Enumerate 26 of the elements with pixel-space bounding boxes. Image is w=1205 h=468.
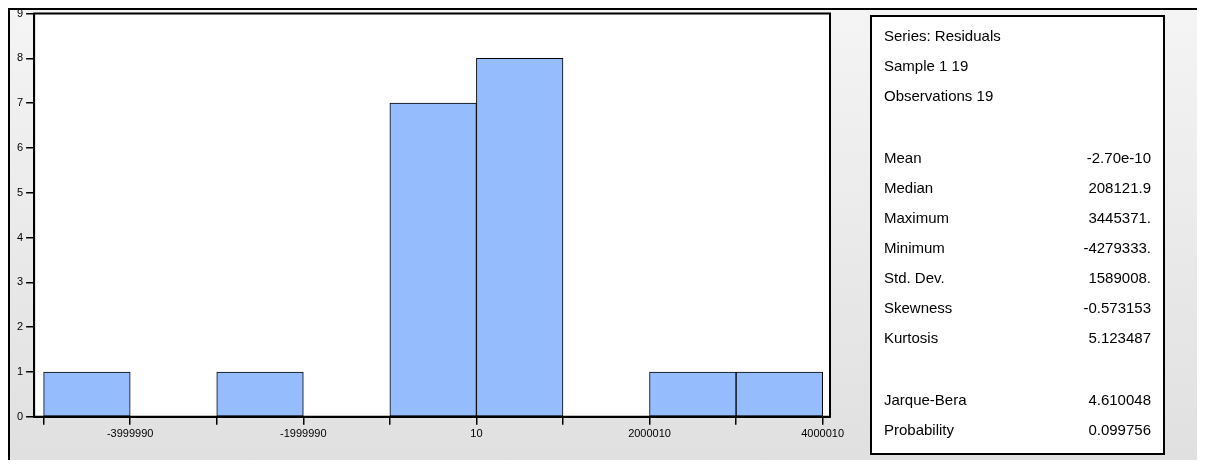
text: Sample 1 19 (884, 56, 970, 76)
text: Mean -2.70e-10 (884, 149, 1151, 166)
text: Observations 19 (884, 86, 995, 106)
x-tick-label: -3999990 (106, 427, 154, 440)
text: Maximum 3445371. (884, 209, 1151, 226)
text: Minimum -4279333. (884, 239, 1151, 256)
text: Median 208121.9 (884, 179, 1151, 196)
text: Std. Dev. 1589008. (884, 269, 1151, 286)
y-tick-label: 3 (16, 275, 24, 288)
y-tick-label: 8 (16, 51, 24, 64)
text: Probability 0.099756 (884, 421, 1151, 438)
text: Jarque-Bera 4.610048 (884, 391, 1151, 408)
y-tick-label: 2 (16, 320, 24, 333)
y-tick-label: 0 (16, 409, 24, 422)
text: Kurtosis 5.123487 (884, 329, 1151, 346)
y-tick-label: 1 (16, 365, 24, 378)
y-tick-label: 4 (16, 230, 24, 243)
text: Series: Residuals (884, 26, 1002, 46)
y-tick-label: 5 (16, 185, 24, 198)
y-tick-label: 7 (16, 96, 24, 109)
x-tick-label: -1999990 (280, 427, 327, 440)
x-tick-label: 10 (470, 427, 483, 440)
text: Skewness -0.573153 (884, 299, 1151, 316)
x-tick-label: 2000010 (628, 427, 671, 440)
y-tick-label: 6 (16, 141, 24, 154)
x-tick-label: 4000010 (801, 427, 845, 440)
